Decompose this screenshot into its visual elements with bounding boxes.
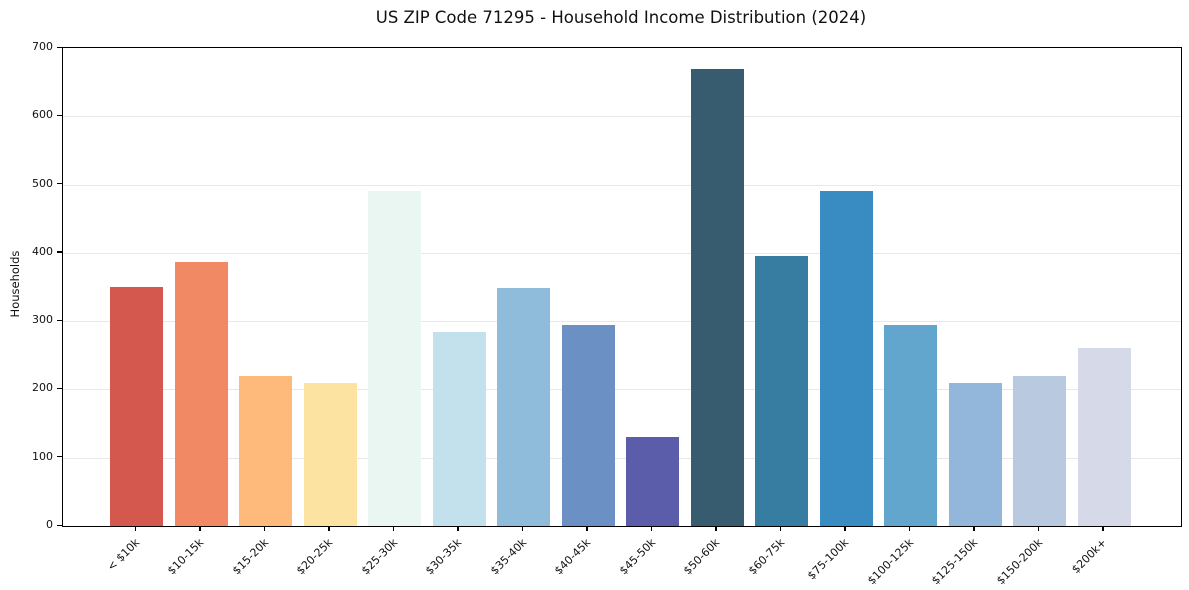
chart-title: US ZIP Code 71295 - Household Income Dis… [375,8,867,27]
gridline [63,321,1181,323]
y-tick-mark [56,114,62,116]
bar-$25-30k [368,191,421,526]
y-tick-label: 600 [32,108,53,122]
bar-$20-25k [303,382,357,526]
y-tick-label: 200 [32,381,53,395]
y-tick-label: 300 [32,313,53,327]
y-tick-mark [56,387,62,390]
bar-$60-75k [755,256,808,526]
bar-< $10k [110,287,163,526]
y-tick-label: 500 [32,176,53,190]
bar-$40-45k [561,325,615,526]
y-tick-mark [56,183,62,185]
gridline [63,457,1181,459]
bar-$125-150k [948,382,1002,526]
bar-$200k+ [1077,348,1131,526]
plot-area [62,47,1182,527]
gridline [63,389,1181,391]
x-tick-mark [457,526,459,532]
x-tick-mark [199,526,201,532]
x-tick-mark [134,526,137,532]
x-tick-mark [521,526,524,532]
bar-$50-60k [690,69,744,526]
x-tick-mark [844,526,846,532]
x-tick-mark [1037,526,1040,532]
y-tick-label: 100 [32,449,53,463]
bar-$45-50k [626,437,679,526]
bar-$30-35k [432,332,486,526]
bar-$100-125k [884,325,937,526]
bar-$75-100k [819,191,873,526]
x-tick-mark [586,526,588,532]
y-tick-mark [56,524,62,526]
y-axis-label: Households [8,250,22,318]
bar-$35-40k [497,288,550,526]
x-tick-label: < $10k [104,536,142,574]
y-tick-label: 400 [32,244,53,258]
x-tick-mark [650,526,653,532]
y-tick-mark [56,46,62,48]
x-tick-mark [715,526,717,532]
bar-$10-15k [174,261,228,526]
x-tick-mark [263,526,266,532]
y-tick-mark [56,319,62,321]
x-tick-mark [392,526,395,532]
gridline [63,184,1181,186]
bar-$15-20k [239,375,292,526]
x-tick-mark [973,526,975,532]
gridline [63,252,1181,254]
x-tick-mark [328,526,330,532]
x-tick-mark [779,526,782,532]
y-tick-label: 700 [32,40,53,53]
bar-$150-200k [1013,375,1066,526]
y-tick-mark [56,251,62,253]
gridline [63,116,1181,118]
x-tick-mark [1102,526,1104,532]
y-tick-mark [56,456,62,458]
x-tick-mark [908,526,911,532]
y-tick-label: 0 [46,518,53,531]
